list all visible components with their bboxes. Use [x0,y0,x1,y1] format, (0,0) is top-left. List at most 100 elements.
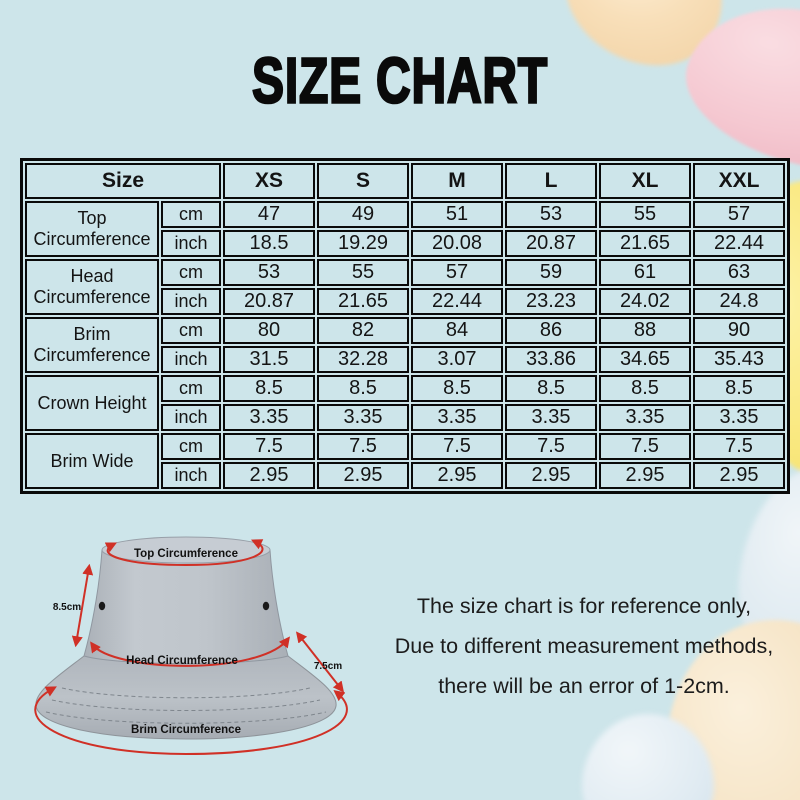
crown-height-value-label: 8.5cm [53,602,81,613]
brim-stitch-line [51,699,321,711]
disclaimer-line-3: there will be an error of 1-2cm. [438,674,730,698]
table-cell: 80 [223,317,315,344]
table-cell: 57 [411,259,503,286]
unit-cell: cm [161,259,221,286]
table-cell: 7.5 [693,433,785,460]
column-header-l: L [505,163,597,199]
table-cell: 2.95 [505,462,597,489]
table-cell: 8.5 [411,375,503,402]
hat-crown [83,549,289,664]
table-cell: 7.5 [223,433,315,460]
table-cell: 24.8 [693,288,785,315]
table-cell: 7.5 [317,433,409,460]
table-cell: 32.28 [317,346,409,373]
unit-cell: cm [161,317,221,344]
table-cell: 84 [411,317,503,344]
table-cell: 7.5 [599,433,691,460]
table-cell: 2.95 [223,462,315,489]
disclaimer-line-2: Due to different measurement methods, [394,634,774,658]
table-row: Brim Circumference cm 80 82 84 86 88 90 [25,317,785,373]
table-cell: 3.35 [223,404,315,431]
table-cell: 21.65 [599,230,691,257]
table-cell: 53 [223,259,315,286]
column-header-s: S [317,163,409,199]
table-cell: 55 [599,201,691,228]
top-circumference-label: Top Circumference [134,548,238,560]
table-cell: 33.86 [505,346,597,373]
bucket-hat-diagram: Top Circumference Head Circumference Bri… [10,520,382,772]
table-cell: 24.02 [599,288,691,315]
unit-cell: inch [161,462,221,489]
table-cell: 34.65 [599,346,691,373]
brim-width-value-label: 7.5cm [314,661,342,672]
table-cell: 3.35 [693,404,785,431]
table-cell: 2.95 [693,462,785,489]
hat-eyelet-icon [98,601,106,611]
table-cell: 3.35 [317,404,409,431]
brim-circumference-label: Brim Circumference [131,724,241,736]
column-header-xl: XL [599,163,691,199]
table-row: Top Circumference cm 47 49 51 53 55 57 [25,201,785,257]
table-cell: 49 [317,201,409,228]
unit-cell: inch [161,346,221,373]
table-cell: 23.23 [505,288,597,315]
table-cell: 7.5 [411,433,503,460]
column-header-xxl: XXL [693,163,785,199]
table-cell: 63 [693,259,785,286]
table-cell: 2.95 [317,462,409,489]
table-cell: 88 [599,317,691,344]
table-row: inch 18.5 19.29 20.08 20.87 21.65 22.44 [25,230,785,257]
table-cell: 59 [505,259,597,286]
table-cell: 22.44 [411,288,503,315]
row-label-top-circumference: Top Circumference [25,201,159,257]
table-row: Head Circumference cm 53 55 57 59 61 63 [25,259,785,315]
disclaimer-line-1: The size chart is for reference only, [416,594,752,618]
table-cell: 7.5 [505,433,597,460]
brim-stitch-line [45,711,327,724]
table-row: inch 20.87 21.65 22.44 23.23 24.02 24.8 [25,288,785,315]
table-cell: 20.87 [505,230,597,257]
bucket-hat-illustration: Top Circumference Head Circumference Bri… [34,536,348,756]
brim-width-arrow-icon [295,631,345,693]
table-row: Brim Wide cm 7.5 7.5 7.5 7.5 7.5 7.5 [25,433,785,489]
table-cell: 21.65 [317,288,409,315]
table-cell: 3.35 [599,404,691,431]
unit-cell: inch [161,288,221,315]
table-cell: 2.95 [411,462,503,489]
unit-cell: cm [161,375,221,402]
table-cell: 22.44 [693,230,785,257]
table-cell: 61 [599,259,691,286]
disclaimer-text: The size chart is for reference only, Du… [372,586,796,706]
size-chart-table: Size XS S M L XL XXL Top Circumference c… [20,158,790,494]
table-cell: 51 [411,201,503,228]
head-circumference-arrow-icon [90,636,290,667]
unit-cell: cm [161,433,221,460]
table-cell: 86 [505,317,597,344]
table-cell: 3.35 [505,404,597,431]
table-cell: 3.07 [411,346,503,373]
table-cell: 20.08 [411,230,503,257]
column-header-xs: XS [223,163,315,199]
table-cell: 90 [693,317,785,344]
table-row: inch 3.35 3.35 3.35 3.35 3.35 3.35 [25,404,785,431]
table-cell: 31.5 [223,346,315,373]
table-cell: 20.87 [223,288,315,315]
table-cell: 82 [317,317,409,344]
column-header-m: M [411,163,503,199]
table-cell: 19.29 [317,230,409,257]
table-cell: 8.5 [317,375,409,402]
table-cell: 8.5 [693,375,785,402]
row-label-brim-circumference: Brim Circumference [25,317,159,373]
table-cell: 18.5 [223,230,315,257]
top-circumference-arrow-icon [104,539,264,567]
table-cell: 53 [505,201,597,228]
brim-circumference-arrow-icon [34,686,348,756]
row-label-brim-wide: Brim Wide [25,433,159,489]
row-label-crown-height: Crown Height [25,375,159,431]
unit-cell: cm [161,201,221,228]
row-label-head-circumference: Head Circumference [25,259,159,315]
table-cell: 2.95 [599,462,691,489]
table-row: inch 31.5 32.28 3.07 33.86 34.65 35.43 [25,346,785,373]
table-cell: 8.5 [505,375,597,402]
